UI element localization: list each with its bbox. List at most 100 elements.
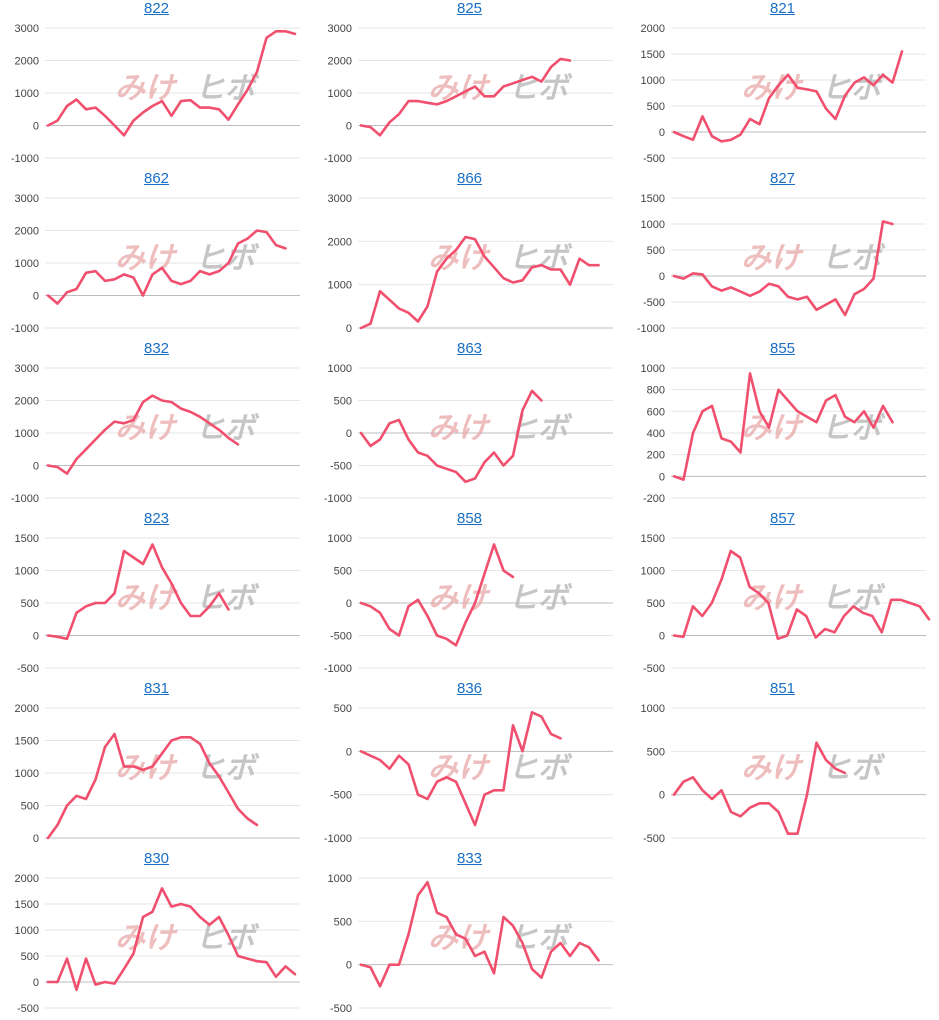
line-chart: -500 0 500 1000 1500 みけ ヒボ bbox=[641, 533, 931, 675]
watermark-part1: みけ bbox=[741, 751, 804, 786]
series-line bbox=[672, 220, 894, 317]
y-tick-label: 500 bbox=[334, 396, 352, 408]
y-tick-label: 0 bbox=[33, 291, 39, 303]
chart-title-link[interactable]: 857 bbox=[769, 510, 796, 527]
chart-cell-858: 858 -1000 -500 0 500 1000 みけ ヒボ bbox=[313, 510, 626, 680]
line-chart: -500 0 500 1000 1500 みけ ヒボ bbox=[15, 533, 300, 675]
y-tick-label: 0 bbox=[659, 631, 665, 643]
y-tick-label: -1000 bbox=[637, 323, 665, 335]
chart-title-link[interactable]: 855 bbox=[769, 340, 796, 357]
watermark-part2: ヒボ bbox=[508, 581, 573, 616]
watermark-part1: みけ bbox=[428, 411, 491, 446]
y-tick-label: 1500 bbox=[15, 899, 39, 911]
watermark-part2: ヒボ bbox=[195, 411, 260, 446]
chart-title-link[interactable]: 866 bbox=[456, 170, 483, 187]
chart-cell-862: 862 -1000 0 1000 2000 3000 みけ ヒボ bbox=[0, 170, 313, 340]
y-tick-label: 0 bbox=[659, 271, 665, 283]
watermark-part2: ヒボ bbox=[195, 241, 260, 276]
chart-cell-830: 830 -500 0 500 1000 1500 2000 みけ ヒボ bbox=[0, 850, 313, 1020]
y-tick-label: 500 bbox=[647, 746, 665, 758]
watermark-part1: みけ bbox=[115, 71, 178, 106]
line-chart: -1000 -500 0 500 1000 1500 みけ ヒボ bbox=[637, 193, 926, 335]
y-tick-label: 1000 bbox=[328, 363, 352, 375]
chart-cell-851: 851 -500 0 500 1000 みけ ヒボ bbox=[626, 680, 939, 850]
chart-title-link[interactable]: 831 bbox=[143, 680, 170, 697]
y-tick-label: 1000 bbox=[328, 873, 352, 885]
line-chart: -500 0 500 1000 みけ ヒボ bbox=[641, 703, 926, 845]
chart-title-link[interactable]: 825 bbox=[456, 0, 483, 17]
chart-title-link[interactable]: 862 bbox=[143, 170, 170, 187]
y-tick-label: -1000 bbox=[11, 153, 39, 165]
chart-title-link[interactable]: 832 bbox=[143, 340, 170, 357]
chart-cell-855: 855 -200 0 200 400 600 800 1000 みけ ヒボ bbox=[626, 340, 939, 510]
watermark-logo: みけ ヒボ bbox=[428, 411, 573, 446]
y-tick-label: 800 bbox=[647, 385, 665, 397]
series-line bbox=[359, 543, 515, 647]
watermark-part2: ヒボ bbox=[821, 71, 886, 106]
chart-cell-863: 863 -1000 -500 0 500 1000 みけ ヒボ bbox=[313, 340, 626, 510]
chart-cell-825: 825 -1000 0 1000 2000 3000 みけ ヒボ bbox=[313, 0, 626, 170]
y-tick-label: 3000 bbox=[328, 193, 352, 205]
chart-cell-857: 857 -500 0 500 1000 1500 みけ ヒボ bbox=[626, 510, 939, 680]
y-tick-label: 1000 bbox=[328, 280, 352, 292]
chart-title-link[interactable]: 823 bbox=[143, 510, 170, 527]
y-tick-label: 1500 bbox=[641, 533, 665, 545]
line-chart: -500 0 500 1000 1500 2000 みけ ヒボ bbox=[15, 873, 300, 1015]
chart-title-link[interactable]: 822 bbox=[143, 0, 170, 17]
chart-title-link[interactable]: 830 bbox=[143, 850, 170, 867]
y-tick-label: 0 bbox=[346, 746, 352, 758]
y-tick-label: 500 bbox=[647, 598, 665, 610]
chart-title-link[interactable]: 821 bbox=[769, 0, 796, 17]
watermark-logo: みけ ヒボ bbox=[741, 241, 886, 276]
y-tick-label: 500 bbox=[647, 101, 665, 113]
series-line bbox=[359, 57, 572, 137]
y-tick-label: 3000 bbox=[15, 363, 39, 375]
y-tick-label: 0 bbox=[33, 977, 39, 989]
chart-title-link[interactable]: 863 bbox=[456, 340, 483, 357]
watermark-part2: ヒボ bbox=[195, 921, 260, 956]
line-chart: -1000 0 1000 2000 3000 みけ ヒボ bbox=[324, 23, 613, 165]
chart-title-link[interactable]: 836 bbox=[456, 680, 483, 697]
watermark-part1: みけ bbox=[115, 241, 178, 276]
watermark-logo: みけ ヒボ bbox=[741, 71, 886, 106]
chart-title-link[interactable]: 827 bbox=[769, 170, 796, 187]
series-line bbox=[672, 741, 847, 835]
chart-cell-836: 836 -1000 -500 0 500 みけ ヒボ bbox=[313, 680, 626, 850]
series-line bbox=[46, 29, 297, 137]
chart-cell-866: 866 0 1000 2000 3000 みけ ヒボ bbox=[313, 170, 626, 340]
y-tick-label: 1000 bbox=[15, 768, 39, 780]
series-line bbox=[359, 710, 562, 827]
y-tick-label: 0 bbox=[33, 121, 39, 133]
watermark-part2: ヒボ bbox=[508, 71, 573, 106]
watermark-part1: みけ bbox=[115, 581, 178, 616]
watermark-logo: みけ ヒボ bbox=[428, 71, 573, 106]
watermark-part2: ヒボ bbox=[508, 751, 573, 786]
line-chart: -1000 -500 0 500 みけ ヒボ bbox=[324, 703, 613, 845]
y-tick-label: 1000 bbox=[328, 533, 352, 545]
series-line bbox=[359, 880, 600, 988]
series-line bbox=[672, 549, 931, 641]
y-tick-label: 200 bbox=[647, 450, 665, 462]
y-tick-label: 1500 bbox=[15, 533, 39, 545]
line-chart: -1000 0 1000 2000 3000 みけ ヒボ bbox=[11, 23, 300, 165]
chart-title-link[interactable]: 858 bbox=[456, 510, 483, 527]
y-tick-label: 500 bbox=[21, 801, 39, 813]
y-tick-label: 0 bbox=[346, 960, 352, 972]
y-tick-label: 1000 bbox=[641, 703, 665, 715]
watermark-part1: みけ bbox=[428, 71, 491, 106]
line-chart: -1000 0 1000 2000 3000 みけ ヒボ bbox=[11, 193, 300, 335]
y-tick-label: 600 bbox=[647, 406, 665, 418]
chart-title-link[interactable]: 851 bbox=[769, 680, 796, 697]
y-tick-label: -1000 bbox=[11, 493, 39, 505]
watermark-part1: みけ bbox=[741, 71, 804, 106]
watermark-logo: みけ ヒボ bbox=[741, 751, 886, 786]
y-tick-label: 500 bbox=[334, 703, 352, 715]
y-tick-label: -500 bbox=[643, 663, 665, 675]
y-tick-label: 1500 bbox=[641, 49, 665, 61]
line-chart: -1000 0 1000 2000 3000 みけ ヒボ bbox=[11, 363, 300, 505]
y-tick-label: -500 bbox=[643, 153, 665, 165]
chart-title-link[interactable]: 833 bbox=[456, 850, 483, 867]
y-tick-label: 0 bbox=[346, 121, 352, 133]
watermark-part1: みけ bbox=[741, 241, 804, 276]
